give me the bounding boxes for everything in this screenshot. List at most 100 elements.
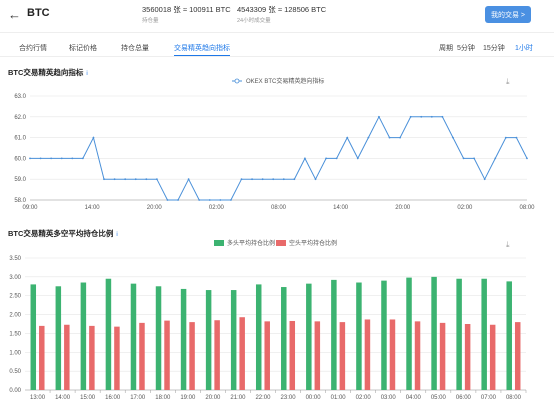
data-point [356, 157, 359, 160]
short-ratio-bar [414, 321, 421, 390]
x-tick-label: 05:00 [431, 395, 447, 401]
data-point [335, 157, 338, 160]
volume-value: 4543309 张 ≈ 128506 BTC [237, 5, 327, 14]
long-ratio-bar [506, 281, 512, 390]
short-ratio-bar [464, 324, 471, 390]
data-point [483, 178, 486, 181]
short-ratio-bar [389, 319, 396, 390]
x-tick-label: 08:00 [271, 205, 287, 211]
data-point [219, 199, 222, 201]
data-point [155, 178, 158, 181]
long-ratio-bar [30, 284, 37, 390]
short-ratio-bar [264, 321, 270, 390]
data-point [261, 178, 264, 181]
data-point [441, 115, 444, 118]
volume-stat: 4543309 张 ≈ 128506 BTC 24小时成交量 [237, 4, 326, 24]
x-tick-label: 03:00 [381, 395, 397, 401]
x-tick-label: 04:00 [406, 395, 422, 401]
long-ratio-bar [456, 278, 462, 390]
short-ratio-bar [339, 322, 346, 390]
data-point [526, 157, 528, 160]
long-ratio-bar [255, 284, 262, 390]
data-point [367, 136, 370, 139]
long-ratio-bar [155, 286, 162, 390]
x-tick-label: 16:00 [105, 395, 121, 401]
x-tick-label: 01:00 [331, 395, 347, 401]
data-point [494, 157, 497, 160]
x-tick-label: 19:00 [180, 395, 196, 401]
data-point [293, 178, 296, 181]
long-ratio-bar [55, 286, 62, 390]
data-point [60, 157, 63, 160]
y-tick-label: 1.50 [9, 331, 21, 337]
data-point [71, 157, 74, 160]
data-point [388, 136, 391, 139]
back-arrow-icon[interactable]: ← [8, 7, 21, 22]
x-tick-label: 02:00 [209, 205, 225, 211]
y-tick-label: 1.00 [9, 350, 21, 356]
my-trade-button[interactable]: 我的交易 > [485, 6, 531, 23]
short-ratio-bar [139, 322, 145, 390]
period-label: 周期 [439, 45, 453, 52]
bar-chart-title: BTC交易精英多空平均持仓比例 i [8, 228, 118, 239]
data-point [251, 178, 253, 181]
long-ratio-bar [180, 288, 187, 390]
data-point [430, 115, 433, 118]
short-ratio-bar [189, 322, 195, 390]
timeframe-5min[interactable]: 5分钟 [457, 45, 475, 52]
legend-marker [234, 78, 240, 84]
timeframe-1hour[interactable]: 1小时 [515, 45, 533, 52]
x-tick-label: 20:00 [205, 395, 221, 401]
x-tick-label: 23:00 [281, 395, 297, 401]
data-point [462, 157, 465, 160]
x-tick-label: 08:00 [506, 395, 522, 401]
info-icon[interactable]: i [116, 232, 118, 238]
short-ratio-bar [64, 324, 70, 390]
data-point [166, 199, 169, 201]
data-point [515, 136, 518, 139]
download-icon[interactable]: ⤓ [506, 77, 510, 86]
long-ratio-bar [130, 283, 137, 390]
x-tick-label: 08:00 [519, 205, 535, 211]
data-point [124, 178, 127, 181]
data-point [409, 115, 412, 118]
download-icon[interactable]: ⤓ [506, 240, 510, 249]
x-tick-label: 15:00 [80, 395, 96, 401]
tab-open-interest[interactable]: 持仓总量 [121, 45, 149, 52]
tab-elite-trend[interactable]: 交易精英趋向指标 [174, 43, 230, 56]
tab-mark-price[interactable]: 标记价格 [69, 45, 97, 52]
data-point [208, 199, 211, 201]
short-ratio-bar [164, 320, 170, 390]
y-tick-label: 60.0 [14, 156, 26, 162]
open-interest-stat: 3560018 张 ≈ 100911 BTC 持仓量 [142, 4, 231, 24]
line-chart: 58.0 59.0 60.0 61.0 62.0 63.0 09:00 14:00 20:00 0… [14, 77, 535, 211]
data-point [473, 157, 476, 160]
line-chart-title-text: BTC交易精英趋向指标 [8, 68, 84, 77]
y-tick-label: 63.0 [14, 94, 26, 100]
x-tick-label: 09:00 [22, 205, 38, 211]
data-point [378, 115, 380, 118]
bar-chart-title-text: BTC交易精英多空平均持仓比例 [8, 229, 114, 238]
data-point [81, 157, 84, 160]
x-tick-label: 18:00 [155, 395, 171, 401]
timeframe-15min[interactable]: 15分钟 [483, 45, 505, 52]
data-point [145, 178, 148, 181]
legend-label: OKEX BTC交易精英趋向指标 [246, 77, 324, 85]
y-tick-label: 2.50 [9, 294, 21, 300]
short-ratio-bar [439, 322, 446, 390]
x-tick-label: 14:00 [85, 205, 101, 211]
x-tick-label: 00:00 [306, 395, 322, 401]
short-ratio-bar [364, 319, 371, 390]
data-point [92, 136, 95, 139]
long-ratio-bar [331, 279, 337, 390]
data-point [113, 178, 116, 181]
x-tick-label: 13:00 [30, 395, 46, 401]
tab-bar: 合约行情 标记价格 持仓总量 交易精英趋向指标 [0, 38, 554, 57]
long-ratio-bar [406, 277, 412, 390]
tab-contract-market[interactable]: 合约行情 [19, 45, 47, 52]
info-icon[interactable]: i [86, 71, 88, 77]
coin-title: BTC [27, 7, 50, 19]
y-tick-label: 62.0 [14, 115, 26, 121]
x-tick-label: 22:00 [255, 395, 271, 401]
y-tick-label: 0.50 [9, 369, 21, 375]
